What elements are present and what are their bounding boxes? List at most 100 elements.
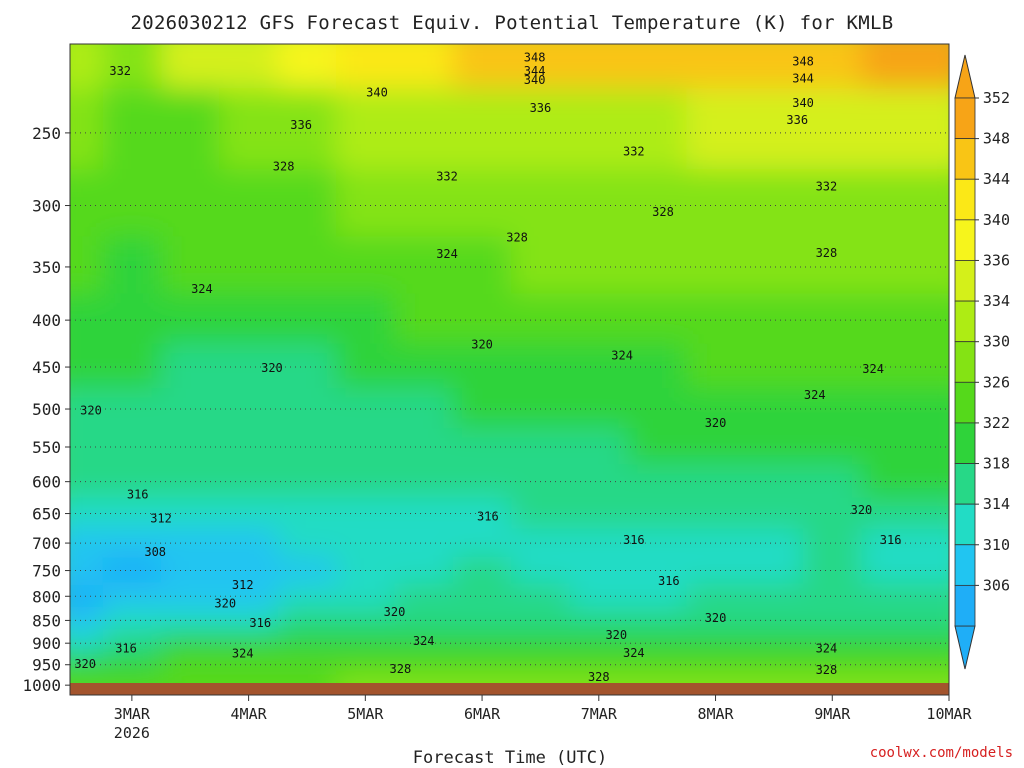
contour-label: 320 [384, 605, 406, 619]
heatmap-cell [919, 497, 949, 530]
heatmap-cell [102, 169, 163, 238]
heatmap-cell [511, 236, 571, 295]
heatmap-cell [627, 44, 688, 90]
colorbar-label: 344 [983, 170, 1010, 188]
heatmap-cell [803, 169, 863, 238]
contour-label: 320 [851, 503, 873, 517]
heatmap-cell [627, 464, 688, 499]
heatmap-cell [511, 343, 571, 390]
heatmap-cell [161, 343, 221, 390]
heatmap-cell [569, 528, 629, 558]
heatmap-cell [744, 583, 805, 610]
heatmap-cell [277, 497, 338, 530]
heatmap-cell [627, 528, 688, 558]
heatmap-cell [394, 464, 454, 499]
heatmap-cell [803, 293, 863, 345]
heatmap-cell [394, 343, 454, 390]
heatmap-cell [102, 528, 163, 558]
contour-label: 328 [390, 662, 412, 676]
contour-label: 324 [623, 646, 645, 660]
heatmap-cell [744, 428, 805, 466]
heatmap-cell [219, 497, 279, 530]
heatmap-cell [744, 497, 805, 530]
plot-frame [69, 43, 950, 696]
heatmap-cell [803, 497, 863, 530]
contour-label: 324 [804, 388, 826, 402]
y-tick-label: 300 [32, 197, 61, 216]
heatmap-cell [394, 556, 454, 585]
contour-label: 332 [109, 64, 131, 78]
heatmap-cell [919, 169, 949, 238]
heatmap-cell [277, 528, 338, 558]
contour-label: 316 [127, 488, 149, 502]
heatmap-cell [803, 583, 863, 610]
y-tick-label: 450 [32, 358, 61, 377]
heatmap-cell [394, 497, 454, 530]
x-tick-label: 3MAR [114, 705, 151, 723]
heatmap-cell [627, 169, 688, 238]
contour-label: 316 [658, 574, 680, 588]
heatmap-cell [919, 464, 949, 499]
heatmap-cell [452, 44, 513, 90]
contour-label: 324 [413, 634, 435, 648]
colorbar-swatch [954, 584, 976, 627]
heatmap-cell [394, 583, 454, 610]
heatmap-cell [277, 88, 338, 171]
heatmap-cell [70, 653, 104, 676]
colorbar-label: 314 [983, 495, 1010, 513]
heatmap-cell [744, 44, 805, 90]
heatmap-cell [277, 464, 338, 499]
heatmap-cell [70, 343, 104, 390]
x-tick-sublabel: 2026 [114, 724, 150, 742]
contour-label: 316 [880, 533, 902, 547]
y-tick-label: 500 [32, 400, 61, 419]
heatmap-cell [744, 343, 805, 390]
heatmap-cell [919, 583, 949, 610]
heatmap-cell [219, 464, 279, 499]
heatmap-cell [394, 528, 454, 558]
heatmap-cell [627, 388, 688, 430]
heatmap-cell [511, 44, 571, 90]
y-axis: 250 300 350 400 450 500 550 600 650 700 750 800 850 9… [22, 124, 70, 695]
contour-label: 324 [862, 362, 884, 376]
y-tick-label: 850 [32, 611, 61, 630]
heatmap-cell [511, 293, 571, 345]
heatmap-cell [919, 608, 949, 633]
heatmap-cell [803, 528, 863, 558]
heatmap-cell [277, 236, 338, 295]
heatmap-cell [161, 44, 221, 90]
heatmap-cell [569, 653, 629, 676]
heatmap-cell [686, 236, 746, 295]
contour-label: 316 [477, 510, 499, 524]
contour-label: 320 [214, 597, 236, 611]
heatmap-cell [102, 608, 163, 633]
heatmap-cell [277, 608, 338, 633]
heatmap-cell [569, 556, 629, 585]
heatmap-cell [277, 583, 338, 610]
heatmap-cell [102, 236, 163, 295]
contour-label: 336 [786, 113, 808, 127]
colorbar-swatch [954, 138, 976, 180]
contour-labels: 3483443403483443403363363403323363323283… [74, 51, 901, 684]
colorbar-swatch [954, 463, 976, 505]
contour-label: 316 [249, 616, 271, 630]
contour-label: 332 [623, 145, 645, 159]
heatmap-cell [919, 388, 949, 430]
heatmap-cell [744, 169, 805, 238]
heatmap-cell [627, 631, 688, 655]
heatmap-cell [219, 528, 279, 558]
heatmap-cell [686, 293, 746, 345]
contour-label: 328 [506, 230, 528, 244]
heatmap-cell [452, 88, 513, 171]
heatmap-cell [219, 388, 279, 430]
contour-label: 324 [191, 282, 213, 296]
heatmap-cell [686, 653, 746, 676]
contour-label: 320 [261, 361, 283, 375]
heatmap-cell [452, 583, 513, 610]
colorbar-swatch [954, 544, 976, 586]
colorbar-swatch [954, 503, 976, 546]
heatmap-cell [627, 608, 688, 633]
heatmap-cell [394, 293, 454, 345]
heatmap-cell [861, 343, 921, 390]
contour-label: 320 [705, 416, 727, 430]
